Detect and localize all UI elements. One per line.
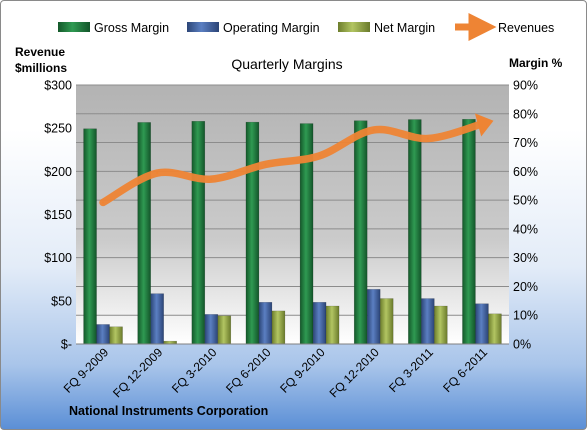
net-margin-bar <box>434 305 448 345</box>
net-margin-bar <box>271 310 286 345</box>
gross-margin-bar <box>353 120 368 345</box>
revenue-point <box>210 178 213 181</box>
left-tick-label: $100 <box>44 251 72 265</box>
revenue-arrow-head <box>474 113 494 137</box>
left-axis-label-line2: $millions <box>15 61 67 75</box>
chart-title: Quarterly Margins <box>231 56 342 72</box>
x-tick-label: FQ 12-2010 <box>327 345 382 400</box>
operating-margin-bar <box>204 314 219 345</box>
footer-company: National Instruments Corporation <box>69 404 268 418</box>
legend-swatch-gross-margin <box>58 22 90 32</box>
left-tick-label: $- <box>61 338 72 352</box>
net-margin-bar <box>109 326 123 345</box>
net-margin-bar <box>325 305 340 345</box>
operating-margin-bar <box>258 302 273 345</box>
legend-swatch-net-margin <box>338 22 370 32</box>
operating-margin-bar <box>150 293 164 345</box>
right-tick-label: 40% <box>513 222 538 236</box>
gross-margin-bar <box>191 121 206 345</box>
revenue-point <box>318 154 321 157</box>
revenue-line-path <box>99 120 486 207</box>
left-tick-label: $50 <box>51 294 72 308</box>
x-tick-label: FQ 3-2010 <box>169 345 220 396</box>
right-tick-label: 0% <box>513 338 531 352</box>
right-tick-label: 90% <box>513 79 538 93</box>
net-margin-bar <box>379 298 394 345</box>
right-tick-label: 70% <box>513 136 538 150</box>
revenue-point <box>102 201 105 204</box>
right-tick-label: 30% <box>513 251 538 265</box>
revenue-point <box>480 122 483 125</box>
x-tick-label: FQ 9-2009 <box>61 345 112 396</box>
net-margin-bar <box>488 313 502 345</box>
revenue-point <box>156 172 159 175</box>
operating-margin-bar <box>312 302 327 345</box>
right-tick-label: 80% <box>513 107 538 121</box>
legend-label-operating-margin: Operating Margin <box>223 21 320 35</box>
gross-margin-bar <box>462 118 476 345</box>
right-axis-ticks: 0% 10% 20% 30% 40% 50% 60% 70% 80% 90% <box>513 79 538 352</box>
x-tick-label: FQ 9-2010 <box>277 345 328 396</box>
legend-swatch-operating-margin <box>187 22 219 32</box>
left-tick-label: $300 <box>44 79 72 93</box>
gross-margin-bar <box>137 122 151 345</box>
revenue-point <box>426 137 429 140</box>
operating-margin-bar <box>421 298 435 345</box>
left-tick-label: $150 <box>44 208 72 222</box>
left-axis-ticks: $- $50 $100 $150 $200 $250 $300 <box>44 79 72 352</box>
x-tick-label: FQ 6-2011 <box>440 345 490 395</box>
right-tick-label: 50% <box>513 194 538 208</box>
right-tick-label: 20% <box>513 280 538 294</box>
legend: Gross Margin Operating Margin Net Margin… <box>58 13 554 41</box>
legend-label-net-margin: Net Margin <box>374 21 435 35</box>
left-axis-label-line1: Revenue <box>15 45 65 59</box>
legend-label-gross-margin: Gross Margin <box>94 21 169 35</box>
operating-margin-bar <box>366 289 381 345</box>
gross-margin-bar <box>408 119 422 345</box>
legend-label-revenues: Revenues <box>498 21 554 35</box>
x-tick-label: FQ 12-2009 <box>110 345 165 400</box>
operating-margin-bar <box>96 324 110 345</box>
right-tick-label: 10% <box>513 309 538 323</box>
left-tick-label: $200 <box>44 165 72 179</box>
x-tick-label: FQ 6-2010 <box>223 345 274 396</box>
revenue-line <box>99 113 494 207</box>
gross-margin-bar <box>245 121 260 345</box>
right-axis-label: Margin % <box>509 56 563 70</box>
net-margin-bar <box>217 315 232 345</box>
x-tick-label: FQ 3-2011 <box>386 345 436 395</box>
gross-margin-bar <box>83 128 97 345</box>
revenue-point <box>372 128 375 131</box>
right-tick-label: 60% <box>513 165 538 179</box>
revenue-point <box>264 163 267 166</box>
left-tick-label: $250 <box>44 122 72 136</box>
operating-margin-bar <box>475 303 489 345</box>
